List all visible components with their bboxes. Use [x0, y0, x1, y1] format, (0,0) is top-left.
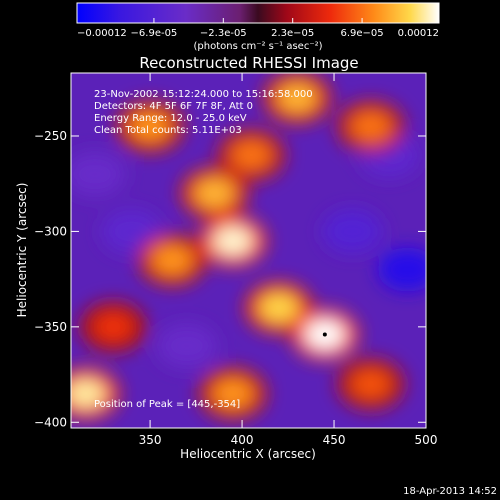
- hot-region: [93, 311, 134, 342]
- hot-region: [258, 292, 299, 323]
- hot-region: [212, 378, 253, 409]
- hot-region: [71, 378, 106, 409]
- annotation-line: Clean Total counts: 5.11E+03: [94, 125, 242, 136]
- hot-region: [350, 111, 391, 142]
- hot-region: [350, 369, 391, 400]
- colorbar-ticks: −0.00012 −6.9e-05 −2.3e-05 2.3e−05 6.9e−05 0.…: [76, 18, 440, 39]
- hot-region: [277, 82, 318, 113]
- x-axis-label: Heliocentric X (arcsec): [180, 447, 316, 461]
- axis-ticks: 350 400 450 500 −250 −300 −350 −400: [34, 73, 437, 447]
- colorbar-tick-label: 6.9e−05: [340, 28, 383, 39]
- y-tick-label: −300: [34, 224, 67, 238]
- colorbar-tick-label: −0.00012: [77, 28, 127, 39]
- cold-region: [71, 152, 125, 197]
- y-axis-label: Heliocentric Y (arcsec): [15, 183, 29, 318]
- plot-frame: [70, 72, 427, 429]
- hot-region: [130, 111, 171, 142]
- peak-label: Position of Peak = [445,-354]: [94, 399, 240, 410]
- x-tick-label: 400: [231, 433, 254, 447]
- colorbar-label: (photons cm⁻² s⁻¹ asec⁻²): [193, 41, 322, 52]
- annotation-line: Detectors: 4F 5F 6F 7F 8F, Att 0: [94, 101, 253, 112]
- hot-region: [231, 140, 272, 171]
- hot-region: [212, 225, 253, 256]
- hot-region: [194, 178, 235, 209]
- colorbar-tick-label: −2.3e-05: [200, 28, 247, 39]
- peak-marker: [322, 332, 327, 337]
- annotation-block: 23-Nov-2002 15:12:24.000 to 15:16:58.000…: [94, 89, 313, 136]
- heatmap-field: [71, 73, 426, 420]
- x-tick-label: 350: [139, 433, 162, 447]
- cold-region: [156, 323, 217, 368]
- chart-title: Reconstructed RHESSI Image: [139, 54, 358, 72]
- colorbar-tick-label: 0.00012: [398, 28, 439, 39]
- x-tick-label: 500: [415, 433, 438, 447]
- x-tick-label: 450: [323, 433, 346, 447]
- annotation-line: 23-Nov-2002 15:12:24.000 to 15:16:58.000: [94, 89, 313, 100]
- cold-region: [322, 209, 383, 254]
- cold-region: [377, 247, 426, 292]
- colorbar-tick-label: 2.3e−05: [271, 28, 314, 39]
- colorbar: [76, 2, 440, 24]
- cold-region: [101, 209, 162, 254]
- timestamp: 18-Apr-2013 14:52: [403, 486, 497, 497]
- colorbar-tick-label: −6.9e-05: [131, 28, 178, 39]
- y-tick-label: −250: [34, 129, 67, 143]
- y-tick-label: −350: [34, 320, 67, 334]
- hot-region: [152, 245, 193, 276]
- y-tick-label: −400: [34, 415, 67, 429]
- annotation-line: Energy Range: 12.0 - 25.0 keV: [94, 113, 247, 124]
